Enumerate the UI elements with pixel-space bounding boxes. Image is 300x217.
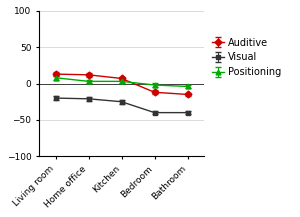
Y-axis label: Acceptance (%): Acceptance (%) — [0, 45, 1, 122]
Legend: Auditive, Visual, Positioning: Auditive, Visual, Positioning — [212, 38, 281, 77]
